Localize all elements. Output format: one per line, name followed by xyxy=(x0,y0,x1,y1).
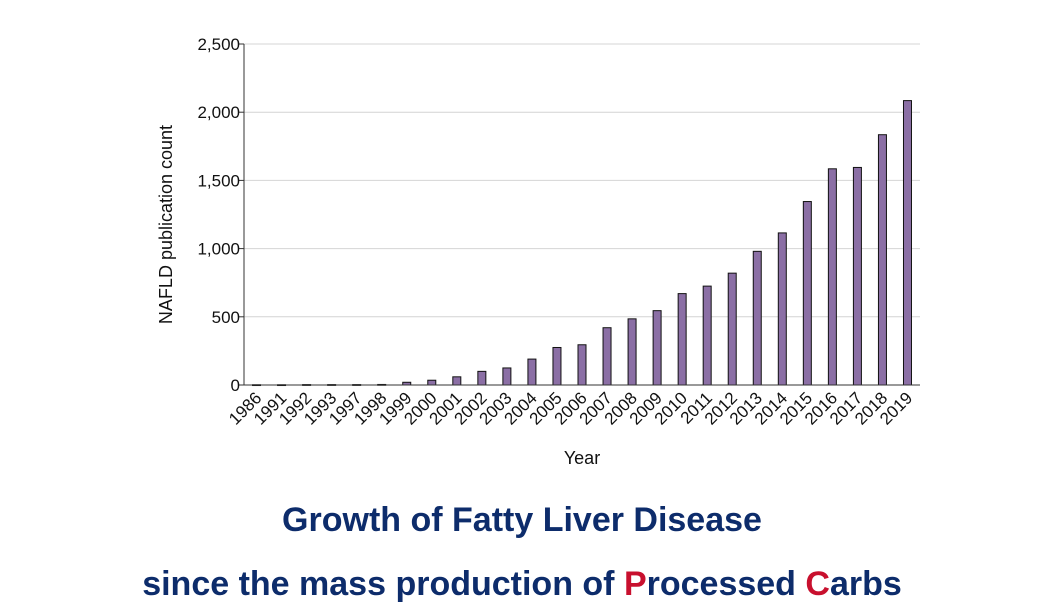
bar-2001 xyxy=(452,376,462,386)
bar-2011 xyxy=(702,285,712,386)
caption-line-1: Growth of Fatty Liver Disease xyxy=(282,501,762,539)
y-tick-label: 1,000 xyxy=(197,240,240,259)
caption-line-2-suffix: arbs xyxy=(829,565,902,603)
bar-2010 xyxy=(677,293,687,386)
bar-2016 xyxy=(827,168,837,386)
bar-2015 xyxy=(802,201,812,386)
bars xyxy=(252,100,912,387)
bar-2002 xyxy=(477,370,487,386)
y-tick-label: 1,500 xyxy=(197,171,240,190)
bar-chart: 0 500 1,000 1,500 2,000 2,500 198619911992199… xyxy=(156,35,920,468)
bar-2014 xyxy=(777,232,787,386)
caption-highlight-c: C xyxy=(805,565,830,603)
bar-2013 xyxy=(752,250,762,386)
caption-highlight-p: P xyxy=(623,565,647,603)
x-axis-label: Year xyxy=(564,448,600,468)
axes xyxy=(243,44,920,386)
bar-2000 xyxy=(427,379,437,386)
x-tick-labels: 1986199119921993199719981999200020012002… xyxy=(225,388,916,428)
y-tick-label: 2,000 xyxy=(197,103,240,122)
y-tick-labels: 0 500 1,000 1,500 2,000 2,500 xyxy=(197,35,244,395)
y-tick-label: 0 xyxy=(231,376,240,395)
bar-2018 xyxy=(877,134,887,386)
bar-2012 xyxy=(727,272,737,386)
bar-2003 xyxy=(502,367,512,386)
y-axis-label: NAFLD publication count xyxy=(156,125,176,324)
bar-2017 xyxy=(852,166,862,386)
bar-2019 xyxy=(902,100,912,386)
y-tick-label: 500 xyxy=(212,308,240,327)
bar-2004 xyxy=(527,358,537,386)
gridlines xyxy=(244,43,920,318)
y-tick-label: 2,500 xyxy=(197,35,240,54)
bar-2006 xyxy=(577,344,587,386)
bar-2009 xyxy=(652,310,662,386)
caption-line-2: since the mass production of Processed C… xyxy=(0,564,1044,604)
caption-line-2-prefix: since the mass production of xyxy=(142,565,624,603)
bar-2005 xyxy=(552,346,562,386)
bar-2007 xyxy=(602,327,612,386)
caption-line-2-mid: rocessed xyxy=(646,565,806,603)
bar-2008 xyxy=(627,318,637,386)
